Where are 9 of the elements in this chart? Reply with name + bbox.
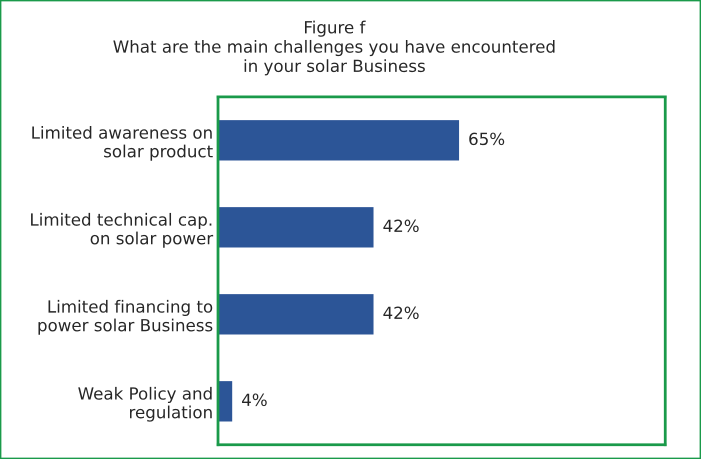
data-label: 4% xyxy=(242,394,267,406)
data-label: 42% xyxy=(383,220,419,232)
y-tick-label: Weak Policy and regulation xyxy=(78,386,212,422)
y-tick-label: Limited awareness on solar product xyxy=(32,126,213,161)
y-tick-label: Limited technical cap. on solar power xyxy=(31,212,214,248)
data-label: 65% xyxy=(469,132,504,146)
y-tick-label: Limited financing to power solar Business xyxy=(38,300,212,335)
chart-title: Figure f What are the main challenges you have encountered in your solar Business xyxy=(113,20,554,76)
data-label: 42% xyxy=(383,306,419,320)
